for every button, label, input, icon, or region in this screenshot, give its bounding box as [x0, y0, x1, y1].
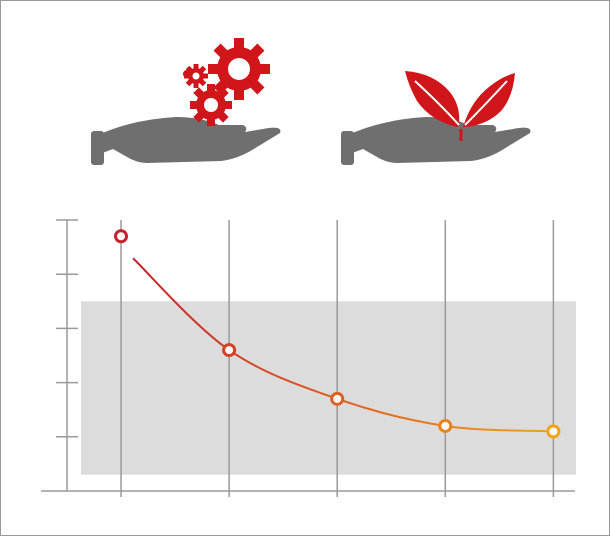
data-point-2 [222, 343, 237, 358]
data-point-5 [546, 424, 561, 439]
data-point-1 [114, 229, 129, 244]
chart [41, 219, 576, 497]
shaded-band [81, 301, 576, 475]
hand-with-gears-icon [91, 38, 281, 165]
hand-icon [91, 117, 281, 165]
medium-gear-icon [190, 84, 232, 126]
data-point-4 [438, 418, 453, 433]
tiny-gear-icon [183, 70, 191, 78]
leaves-icon [405, 71, 515, 141]
hand-icon [341, 117, 531, 165]
data-point-3 [330, 391, 345, 406]
large-gear-icon [208, 38, 270, 100]
hand-with-leaves-icon [341, 71, 531, 165]
